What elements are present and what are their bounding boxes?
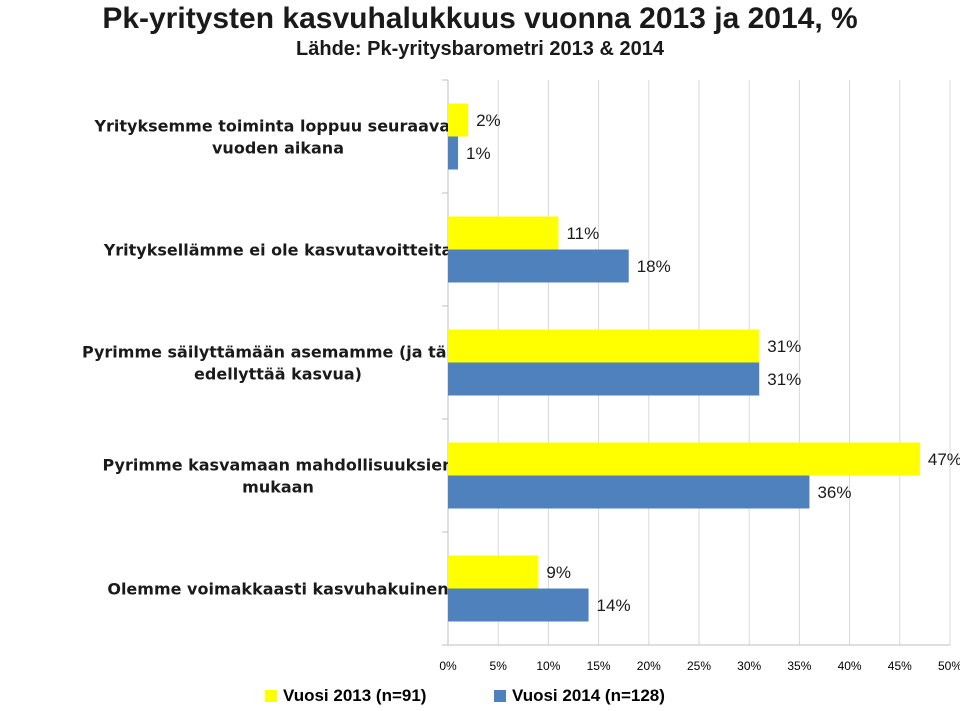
data-label: 14%	[597, 596, 631, 615]
data-label: 9%	[546, 563, 571, 582]
category-label: Yrityksellämme ei ole kasvutavoitteita	[103, 241, 453, 260]
x-tick-label: 25%	[687, 659, 711, 673]
x-tick-label: 20%	[637, 659, 661, 673]
category-label: vuoden aikana	[212, 139, 344, 158]
bar-2013	[448, 442, 920, 476]
legend-label-2013: Vuosi 2013 (n=91)	[283, 686, 427, 705]
bar-2013	[448, 329, 760, 363]
x-tick-label: 45%	[888, 659, 912, 673]
legend-swatch-2014	[494, 690, 506, 702]
legend-swatch-2013	[265, 690, 277, 702]
legend-item-2013: Vuosi 2013 (n=91)	[265, 686, 426, 706]
data-label: 1%	[466, 144, 491, 163]
category-label: Pyrimme säilyttämään asemamme (ja tämä	[82, 343, 474, 362]
data-label: 18%	[637, 257, 671, 276]
data-label: 47%	[928, 450, 960, 469]
x-tick-label: 30%	[737, 659, 761, 673]
chart-title: Pk-yritysten kasvuhalukkuus vuonna 2013 …	[102, 2, 858, 35]
category-label: Olemme voimakkaasti kasvuhakuinen	[107, 580, 448, 599]
bar-2014	[448, 475, 810, 509]
category-label: mukaan	[242, 478, 314, 497]
category-label: Pyrimme kasvamaan mahdollisuuksien	[103, 456, 454, 475]
bar-2014	[448, 588, 589, 622]
chart-subtitle: Lähde: Pk-yritysbarometri 2013 & 2014	[296, 38, 664, 60]
x-tick-label: 40%	[838, 659, 862, 673]
data-label: 2%	[476, 111, 501, 130]
legend-label-2014: Vuosi 2014 (n=128)	[512, 686, 665, 705]
x-tick-label: 10%	[536, 659, 560, 673]
data-label: 11%	[566, 224, 599, 243]
bar-2013	[448, 103, 469, 137]
bar-2014	[448, 136, 459, 170]
data-label: 36%	[817, 483, 851, 502]
data-label: 31%	[767, 337, 801, 356]
x-tick-label: 15%	[587, 659, 611, 673]
bar-2014	[448, 362, 760, 396]
x-tick-label: 0%	[439, 659, 457, 673]
category-label: edellyttää kasvua)	[194, 365, 362, 384]
x-tick-label: 5%	[490, 659, 508, 673]
bar-2013	[448, 216, 559, 250]
bar-2013	[448, 555, 539, 589]
x-tick-label: 35%	[787, 659, 811, 673]
data-label: 31%	[767, 370, 801, 389]
legend-item-2014: Vuosi 2014 (n=128)	[494, 686, 665, 706]
category-label: Yrityksemme toiminta loppuu seuraavan	[93, 117, 461, 136]
x-tick-label: 50%	[938, 659, 960, 673]
bar-2014	[448, 249, 629, 283]
